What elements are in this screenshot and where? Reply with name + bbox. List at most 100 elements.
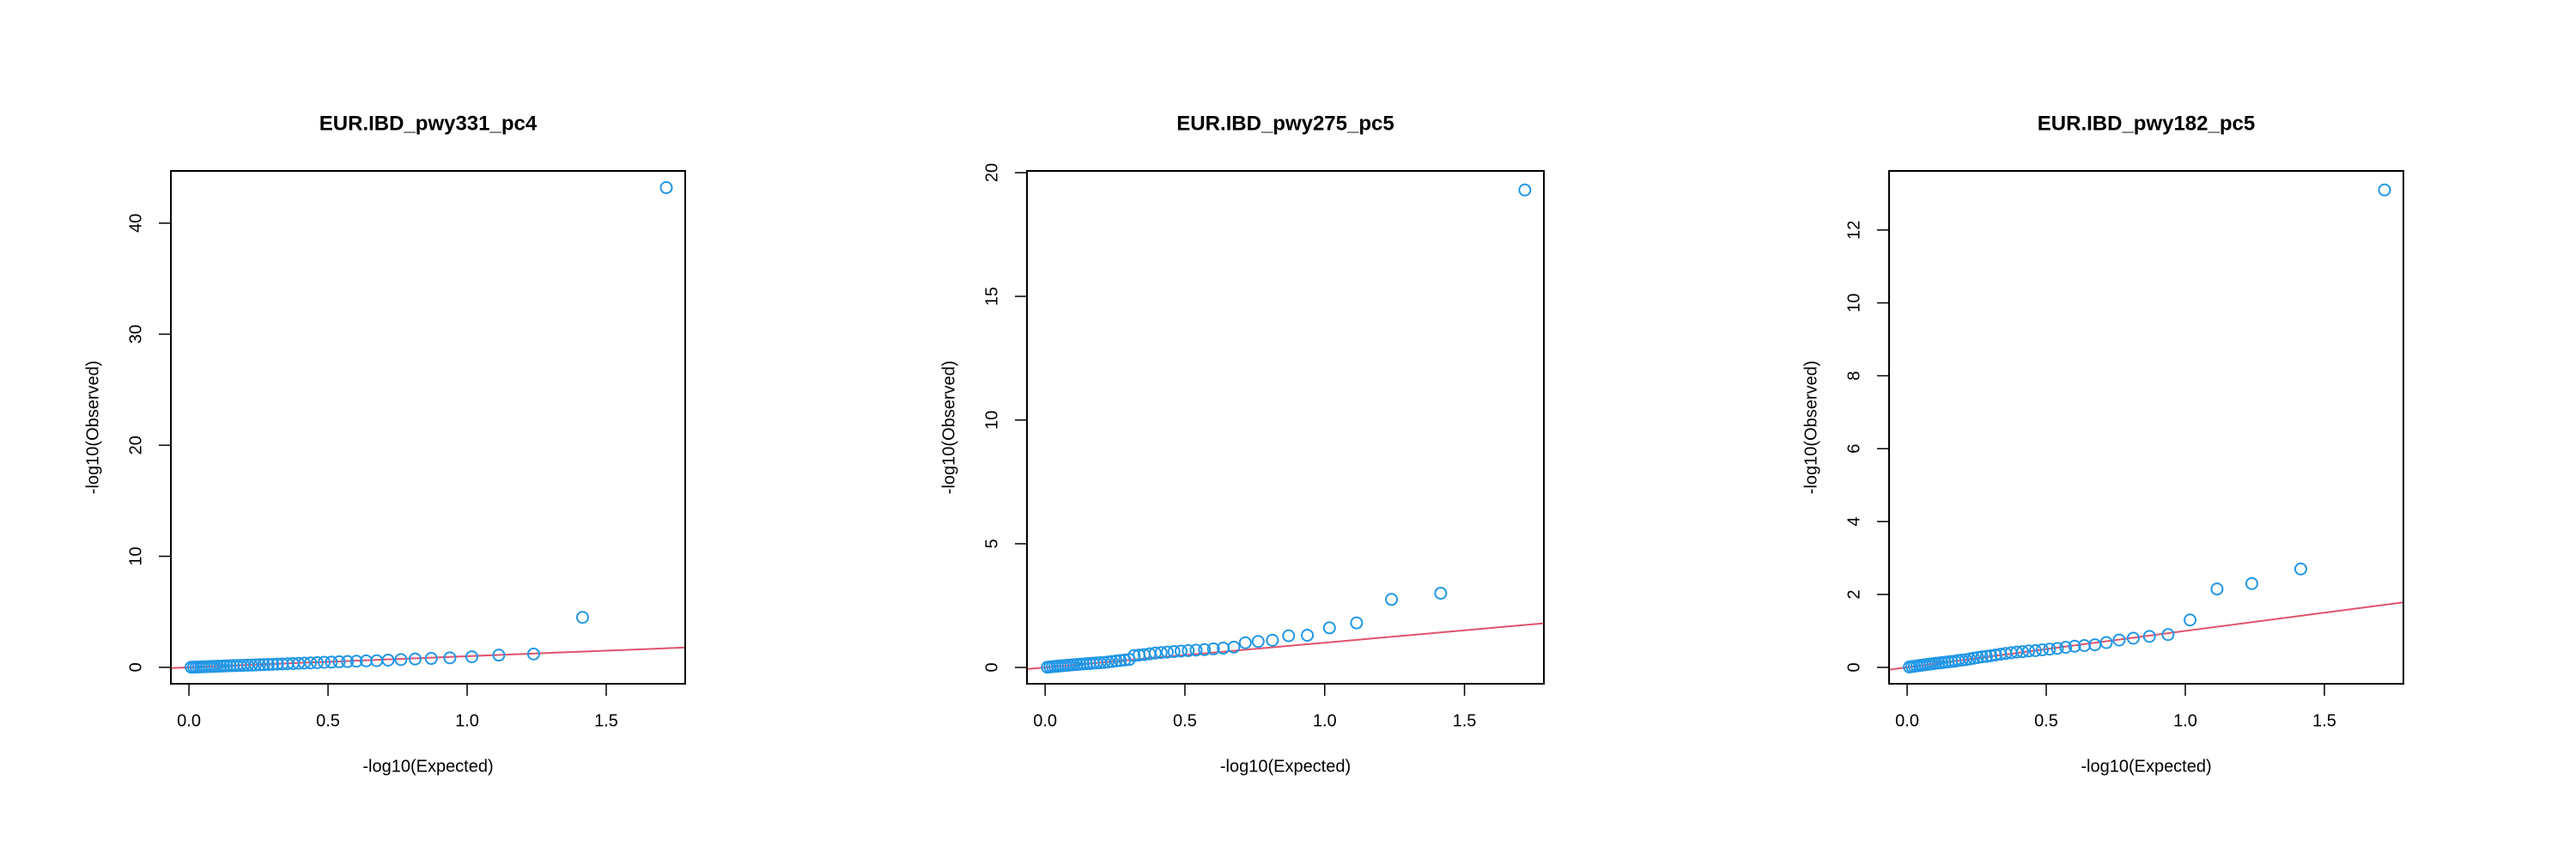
point (1182, 643, 1195, 657)
point (443, 651, 457, 665)
y-axis-label: -log10(Observed) (1801, 361, 1820, 495)
point (1137, 648, 1151, 661)
point (2050, 642, 2064, 655)
x-axis-label: -log10(Expected) (1220, 757, 1351, 776)
point (2112, 633, 2126, 647)
y-tick-label: 6 (1844, 444, 1863, 454)
point (332, 655, 346, 668)
x-tick-label: 1.0 (2173, 711, 2197, 730)
point (1041, 661, 1054, 674)
point (1903, 660, 1917, 673)
point (1114, 654, 1127, 667)
point (1518, 183, 1532, 197)
y-tick-label: 10 (982, 411, 1001, 430)
x-tick-label: 1.5 (1453, 711, 1477, 730)
point (2043, 643, 2057, 656)
point (2184, 613, 2197, 627)
x-tick-label: 0.5 (316, 711, 340, 730)
point (1979, 649, 1993, 663)
point (1350, 616, 1364, 630)
x-tick-label: 0.0 (1895, 711, 1919, 730)
point (2161, 628, 2175, 642)
point (1174, 644, 1188, 658)
point (1282, 629, 1296, 643)
point (1434, 587, 1448, 600)
point (325, 655, 338, 669)
y-tick-label: 0 (982, 662, 1001, 672)
point (266, 657, 280, 671)
y-tick-label: 0 (126, 662, 145, 672)
point (1109, 655, 1123, 668)
point (2088, 638, 2102, 652)
point (2210, 582, 2224, 596)
point (261, 658, 275, 672)
point (1266, 633, 1279, 647)
point (1122, 653, 1136, 667)
y-tick-label: 10 (126, 546, 145, 565)
y-tick-label: 30 (126, 325, 145, 344)
chart-title: EUR.IBD_pwy275_pc5 (1176, 112, 1394, 135)
point (237, 659, 251, 673)
y-tick-label: 2 (1844, 589, 1863, 599)
point (1322, 621, 1336, 635)
chart-title: EUR.IBD_pwy182_pc5 (2038, 112, 2255, 135)
x-axis-label: -log10(Expected) (2081, 757, 2211, 776)
point (492, 649, 506, 662)
point (1217, 642, 1230, 655)
point (1189, 643, 1203, 657)
point (1251, 635, 1265, 649)
panel: EUR.IBD_pwy331_pc4 -log10(Expected) -log10… (83, 112, 686, 776)
point (2036, 643, 2050, 657)
point (1301, 629, 1315, 643)
point (2378, 183, 2391, 197)
point (2059, 641, 2073, 655)
y-axis-label: -log10(Observed) (939, 361, 958, 495)
y-axis-label: -log10(Observed) (83, 361, 102, 495)
panel: EUR.IBD_pwy182_pc5 -log10(Expected) -log10… (1801, 112, 2404, 776)
point (276, 657, 289, 671)
plot-frame (170, 170, 686, 685)
y-tick-label: 15 (982, 287, 1001, 306)
point (1999, 647, 2013, 661)
reference-line (1889, 601, 2403, 671)
point (659, 180, 673, 194)
x-tick-label: 0.0 (1033, 711, 1057, 730)
y-tick-label: 10 (1844, 293, 1863, 312)
point (1385, 593, 1399, 606)
point (1160, 645, 1174, 659)
x-tick-label: 0.5 (2034, 711, 2058, 730)
reference-line (171, 646, 685, 669)
plot-frame (1026, 170, 1545, 685)
y-tick-label: 20 (982, 163, 1001, 182)
point (465, 650, 479, 664)
y-tick-label: 8 (1844, 371, 1863, 381)
x-tick-label: 1.0 (455, 711, 479, 730)
point (185, 661, 198, 674)
panel: EUR.IBD_pwy275_pc5 -log10(Expected) -log10… (939, 112, 1545, 776)
x-tick-label: 0.5 (1173, 711, 1197, 730)
point (2293, 562, 2307, 576)
y-tick-label: 5 (982, 539, 1001, 548)
point (2028, 643, 2042, 657)
y-tick-label: 40 (126, 214, 145, 233)
point (257, 658, 270, 672)
point (424, 652, 438, 666)
x-tick-label: 1.5 (2312, 711, 2336, 730)
x-tick-label: 0.0 (177, 711, 201, 730)
reference-line (1027, 622, 1544, 670)
point (1989, 648, 2002, 661)
point (359, 654, 373, 667)
plot-frame (1888, 170, 2404, 685)
point (1994, 648, 2008, 661)
y-tick-label: 4 (1844, 517, 1863, 527)
chart-title: EUR.IBD_pwy331_pc4 (319, 112, 538, 135)
point (526, 647, 540, 661)
point (2022, 644, 2036, 658)
point (270, 657, 284, 671)
y-tick-label: 0 (1844, 662, 1863, 672)
point (341, 655, 355, 668)
point (2142, 630, 2156, 643)
y-tick-label: 20 (126, 436, 145, 454)
point (2126, 631, 2140, 645)
